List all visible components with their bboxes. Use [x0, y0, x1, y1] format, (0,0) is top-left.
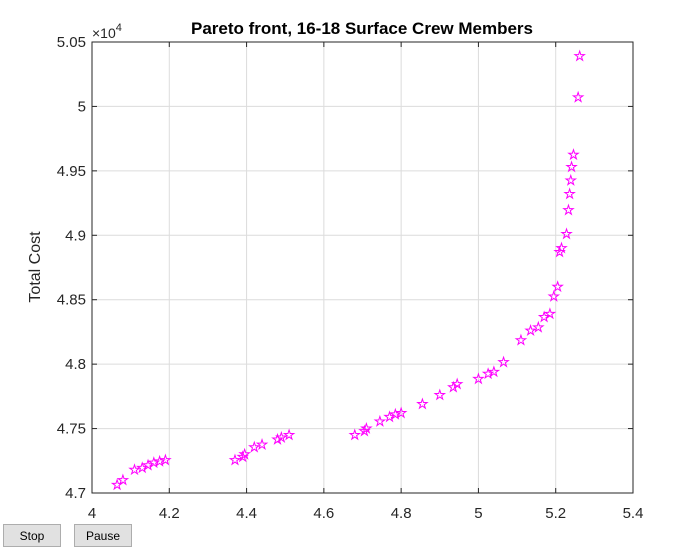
- data-point: [433, 388, 447, 401]
- y-tick-label: 4.75: [57, 421, 86, 438]
- chart-title: Pareto front, 16-18 Surface Crew Members: [191, 19, 533, 38]
- y-axis-label: Total Cost: [27, 231, 44, 303]
- y-tick-label: 4.8: [65, 356, 86, 373]
- data-point: [450, 377, 464, 390]
- data-point: [116, 473, 130, 486]
- data-point: [472, 372, 485, 385]
- y-tick-label: 5.05: [57, 34, 86, 51]
- data-point: [282, 428, 296, 441]
- data-point: [532, 320, 545, 333]
- x-tick-label: 4.6: [313, 505, 334, 520]
- y-tick-label: 4.85: [57, 292, 86, 309]
- x-tick-label: 4.8: [391, 505, 412, 520]
- data-point: [555, 241, 568, 254]
- y-tick-label: 4.95: [57, 163, 86, 180]
- data-point: [514, 333, 528, 346]
- pareto-figure: 4 4.2 4.4 4.6 4.8 5 5.2 5.4 4.74.754.84.854.94.…: [27, 19, 644, 520]
- data-point: [487, 365, 501, 378]
- axes-frame: [91, 41, 634, 494]
- data-point: [565, 160, 578, 173]
- data-point: [373, 414, 387, 427]
- y-tick-label: 5: [78, 98, 86, 115]
- data-points: [110, 49, 586, 491]
- x-tick-label: 4.2: [159, 505, 180, 520]
- data-point: [238, 447, 251, 460]
- data-point: [128, 463, 141, 476]
- x-tick-label: 4: [88, 505, 96, 520]
- y-tick-labels: 4.7 4.75 4.8 4.85 4.9 4.95 5 5.05: [57, 34, 86, 502]
- grid-lines: [92, 42, 633, 493]
- data-point: [543, 307, 557, 320]
- data-point: [573, 49, 586, 62]
- data-point: [271, 432, 284, 445]
- data-point: [416, 397, 429, 410]
- data-point: [497, 355, 510, 368]
- y-tick-label: 4.9: [65, 227, 86, 244]
- x-tick-label: 4.4: [236, 505, 257, 520]
- x-tick-label: 5: [474, 505, 482, 520]
- data-point: [560, 227, 573, 240]
- data-point: [275, 430, 288, 443]
- data-point: [394, 406, 408, 419]
- y-exponent-label: ×104: [92, 22, 122, 41]
- pause-button[interactable]: Pause: [74, 524, 132, 547]
- data-point: [248, 440, 261, 453]
- x-tick-labels: 4 4.2 4.4 4.6 4.8 5 5.2 5.4: [88, 505, 644, 520]
- data-point: [567, 148, 580, 161]
- data-point: [562, 203, 575, 216]
- data-point: [360, 421, 373, 434]
- data-point: [159, 453, 172, 466]
- data-point: [551, 280, 564, 293]
- data-point: [348, 428, 362, 441]
- data-point: [255, 438, 269, 451]
- axis-ticks: [91, 41, 634, 494]
- y-tick-label: 4.7: [65, 485, 86, 502]
- data-point: [553, 245, 566, 258]
- data-point: [524, 324, 537, 337]
- x-tick-label: 5.2: [545, 505, 566, 520]
- data-point: [228, 453, 242, 466]
- data-point: [547, 289, 561, 302]
- data-point: [564, 173, 578, 186]
- data-point: [571, 90, 585, 103]
- data-point: [563, 187, 576, 200]
- stop-button[interactable]: Stop: [3, 524, 61, 547]
- x-tick-label: 5.4: [623, 505, 644, 520]
